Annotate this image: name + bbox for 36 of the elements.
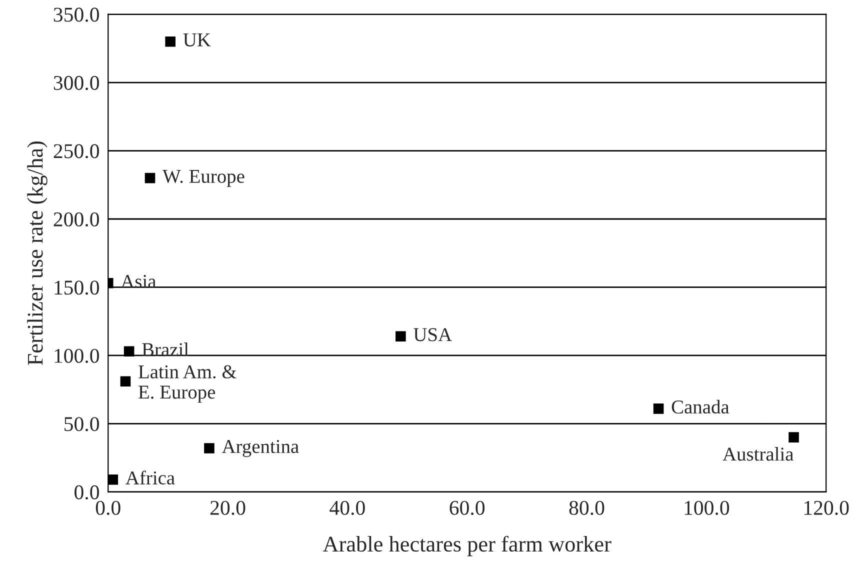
x-tick-label: 40.0	[330, 500, 365, 516]
y-tick-label: 300.0	[54, 76, 99, 90]
x-tick-label: 20.0	[210, 500, 246, 516]
annotation: Asia	[120, 274, 156, 288]
x-tick-label: 60.0	[450, 500, 485, 516]
y-tick-label: 250.0	[54, 144, 99, 158]
x-tick-label: 120.0	[804, 500, 849, 516]
y-axis-title: Fertilizer use rate (kg/ha)	[27, 141, 48, 366]
point	[788, 432, 799, 442]
annotation: Australia	[722, 447, 794, 461]
x-tick-label: 80.0	[569, 500, 604, 516]
annotation: Africa	[126, 470, 175, 485]
point	[144, 172, 156, 184]
point	[120, 376, 131, 387]
y-tick-label: 100.0	[54, 348, 99, 363]
point	[124, 346, 134, 357]
point	[108, 474, 118, 485]
x-tick-label: 0.0	[96, 500, 120, 516]
x-axis-title: Arable hectares per farm worker	[322, 536, 612, 556]
point	[653, 404, 664, 414]
point	[204, 443, 214, 454]
annotation: Canada	[672, 400, 730, 414]
y-tick-label: 200.0	[54, 212, 99, 227]
y-tick-label: 0.0	[74, 485, 99, 500]
annotation: Argentina	[222, 440, 299, 458]
annotation: Brazil	[142, 342, 189, 356]
y-tick-label: 350.0	[54, 8, 99, 22]
annotation: UK	[183, 34, 211, 46]
x-tick-label: 100.0	[684, 500, 730, 516]
point	[165, 36, 176, 47]
point	[396, 331, 406, 342]
annotation: Latin Am. & E. Europe	[138, 365, 236, 403]
annotation: USA	[414, 328, 452, 342]
y-tick-label: 50.0	[64, 417, 99, 432]
annotation: W. Europe	[162, 170, 244, 187]
y-tick-label: 150.0	[54, 280, 99, 295]
